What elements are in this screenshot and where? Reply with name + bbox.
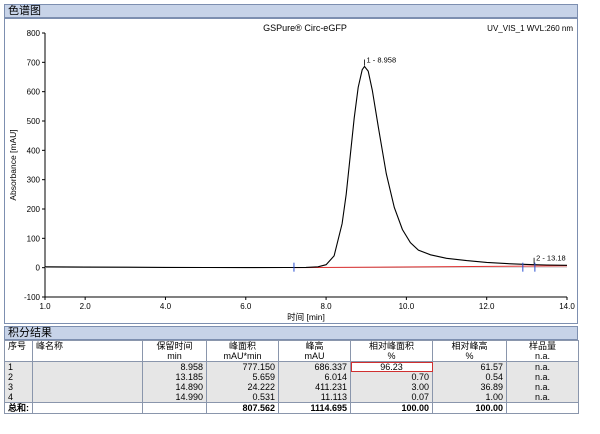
table-row-cell: 0.07 bbox=[350, 392, 433, 403]
table-units-row-cell: % bbox=[432, 351, 507, 362]
chart-section-title: 色谱图 bbox=[4, 4, 578, 18]
table-units-row-cell: min bbox=[142, 351, 207, 362]
table-row-cell: 0.70 bbox=[350, 372, 433, 382]
y-axis-label: Absorbance [mAU] bbox=[8, 129, 18, 200]
table-header-cell: 样品量 bbox=[506, 340, 579, 351]
table-row: 4 14.990 0.531 11.113 0.07 1.00 n.a. bbox=[4, 392, 579, 403]
table-row-cell: 777.150 bbox=[206, 361, 279, 372]
table-totals-row-cell: 100.00 bbox=[350, 402, 433, 414]
y-tick-label: 400 bbox=[27, 146, 41, 155]
table-totals-row-cell: 1114.695 bbox=[278, 402, 351, 414]
table-totals-row-cell: 807.562 bbox=[206, 402, 279, 414]
table-row-cell: 8.958 bbox=[142, 361, 207, 372]
y-tick-label: 700 bbox=[27, 58, 41, 67]
table-totals-row-cell bbox=[32, 402, 143, 414]
table-units-row-cell: mAU bbox=[278, 351, 351, 362]
table-row-cell bbox=[32, 372, 143, 382]
table-row-cell: 1 bbox=[4, 361, 33, 372]
table-row-cell: n.a. bbox=[506, 382, 579, 392]
table-row-cell: 3.00 bbox=[350, 382, 433, 392]
y-tick-label: 0 bbox=[36, 264, 41, 273]
table-row-cell: 36.89 bbox=[432, 382, 507, 392]
y-tick-label: 100 bbox=[27, 234, 41, 243]
table-header-cell: 峰面积 bbox=[206, 340, 279, 351]
table-row-cell: 5.659 bbox=[206, 372, 279, 382]
integration-results-table: 序号 峰名称 保留时间 峰面积 峰高 相对峰面积 相对峰高 样品量 min mAU*min mAU%… bbox=[4, 340, 579, 414]
table-totals-row-cell bbox=[142, 402, 207, 414]
table-row-cell: 0.531 bbox=[206, 392, 279, 403]
table-totals-row-cell: 100.00 bbox=[432, 402, 507, 414]
x-tick-label: 2.0 bbox=[80, 302, 92, 311]
table-row-cell: 3 bbox=[4, 382, 33, 392]
table-row-cell bbox=[32, 382, 143, 392]
x-axis-label: 时间 [min] bbox=[287, 312, 325, 322]
y-tick-label: 500 bbox=[27, 117, 41, 126]
table-units-row-cell: n.a. bbox=[506, 351, 579, 362]
table-row-cell: 4 bbox=[4, 392, 33, 403]
table-row-cell: 0.54 bbox=[432, 372, 507, 382]
y-tick-label: 600 bbox=[27, 88, 41, 97]
table-totals-row-cell bbox=[506, 402, 579, 414]
table-row-cell: n.a. bbox=[506, 392, 579, 403]
table-row-cell: 1.00 bbox=[432, 392, 507, 403]
y-tick-label: 800 bbox=[27, 29, 41, 38]
x-tick-label: 10.0 bbox=[399, 302, 415, 311]
table-row-cell: 24.222 bbox=[206, 382, 279, 392]
x-tick-label: 6.0 bbox=[240, 302, 252, 311]
x-tick-label: 8.0 bbox=[321, 302, 333, 311]
integration-baseline bbox=[293, 265, 568, 269]
chromatogram-chart: -100 0 100 200 300 400 500 600 700 800 1.0 2.0 4.0 6.… bbox=[8, 23, 575, 322]
table-units-row-cell: mAU*min bbox=[206, 351, 279, 362]
table-totals-row-cell: 总和: bbox=[4, 402, 33, 414]
table-row-cell: 6.014 bbox=[278, 372, 351, 382]
table-header-cell: 峰名称 bbox=[32, 340, 143, 351]
table-row-cell: 14.890 bbox=[142, 382, 207, 392]
table-row-cell: 2 bbox=[4, 372, 33, 382]
peak-label: 2 - 13.18 bbox=[536, 254, 566, 263]
table-row-cell: 411.231 bbox=[278, 382, 351, 392]
table-row-cell: 61.57 bbox=[432, 361, 507, 372]
table-row: 1 8.958 777.150 686.337 96.23 61.57 n.a. bbox=[4, 361, 579, 372]
y-tick-label: 300 bbox=[27, 176, 41, 185]
chromatogram-panel: -100 0 100 200 300 400 500 600 700 800 1.0 2.0 4.0 6.… bbox=[4, 18, 578, 324]
x-tick-label: 14.0 bbox=[559, 302, 575, 311]
y-tick-label: -100 bbox=[24, 293, 41, 302]
table-units-row-cell: % bbox=[350, 351, 433, 362]
x-tick-label: 12.0 bbox=[479, 302, 495, 311]
table-units-row: min mAU*min mAU%% n.a. bbox=[4, 351, 579, 362]
table-header-cell: 序号 bbox=[4, 340, 33, 351]
x-tick-label: 1.0 bbox=[39, 302, 51, 311]
highlighted-area-cell: 96.23 bbox=[350, 361, 433, 372]
table-header-cell: 相对峰面积 bbox=[350, 340, 433, 351]
table-header: 序号 峰名称 保留时间 峰面积 峰高 相对峰面积 相对峰高 样品量 bbox=[4, 340, 579, 351]
table-row: 3 14.890 24.222 411.231 3.00 36.89 n.a. bbox=[4, 382, 579, 392]
chromatogram-trace bbox=[44, 65, 568, 269]
chart-title: GSPure® Circ-eGFP bbox=[263, 23, 347, 33]
x-tick-label: 4.0 bbox=[160, 302, 172, 311]
table-row-cell: 13.185 bbox=[142, 372, 207, 382]
table-units-row-cell bbox=[4, 351, 33, 362]
table-row-cell: 11.113 bbox=[278, 392, 351, 403]
table-row: 2 13.185 5.659 6.014 0.70 0.54 n.a. bbox=[4, 372, 579, 382]
table-row-cell: 14.990 bbox=[142, 392, 207, 403]
detector-label: UV_VIS_1 WVL:260 nm bbox=[487, 24, 573, 33]
table-row-cell: n.a. bbox=[506, 361, 579, 372]
table-header-cell: 相对峰高 bbox=[432, 340, 507, 351]
peak-label: 1 - 8.958 bbox=[367, 55, 397, 64]
table-row-cell bbox=[32, 361, 143, 372]
y-tick-label: 200 bbox=[27, 205, 41, 214]
table-row-cell: n.a. bbox=[506, 372, 579, 382]
results-section-title: 积分结果 bbox=[4, 326, 578, 340]
table-row-cell bbox=[32, 392, 143, 403]
table-header-cell: 保留时间 bbox=[142, 340, 207, 351]
table-totals-row: 总和: 807.562 1114.695 100.00 100.00 bbox=[4, 402, 579, 414]
table-row-cell: 686.337 bbox=[278, 361, 351, 372]
table-header-cell: 峰高 bbox=[278, 340, 351, 351]
table-units-row-cell bbox=[32, 351, 143, 362]
